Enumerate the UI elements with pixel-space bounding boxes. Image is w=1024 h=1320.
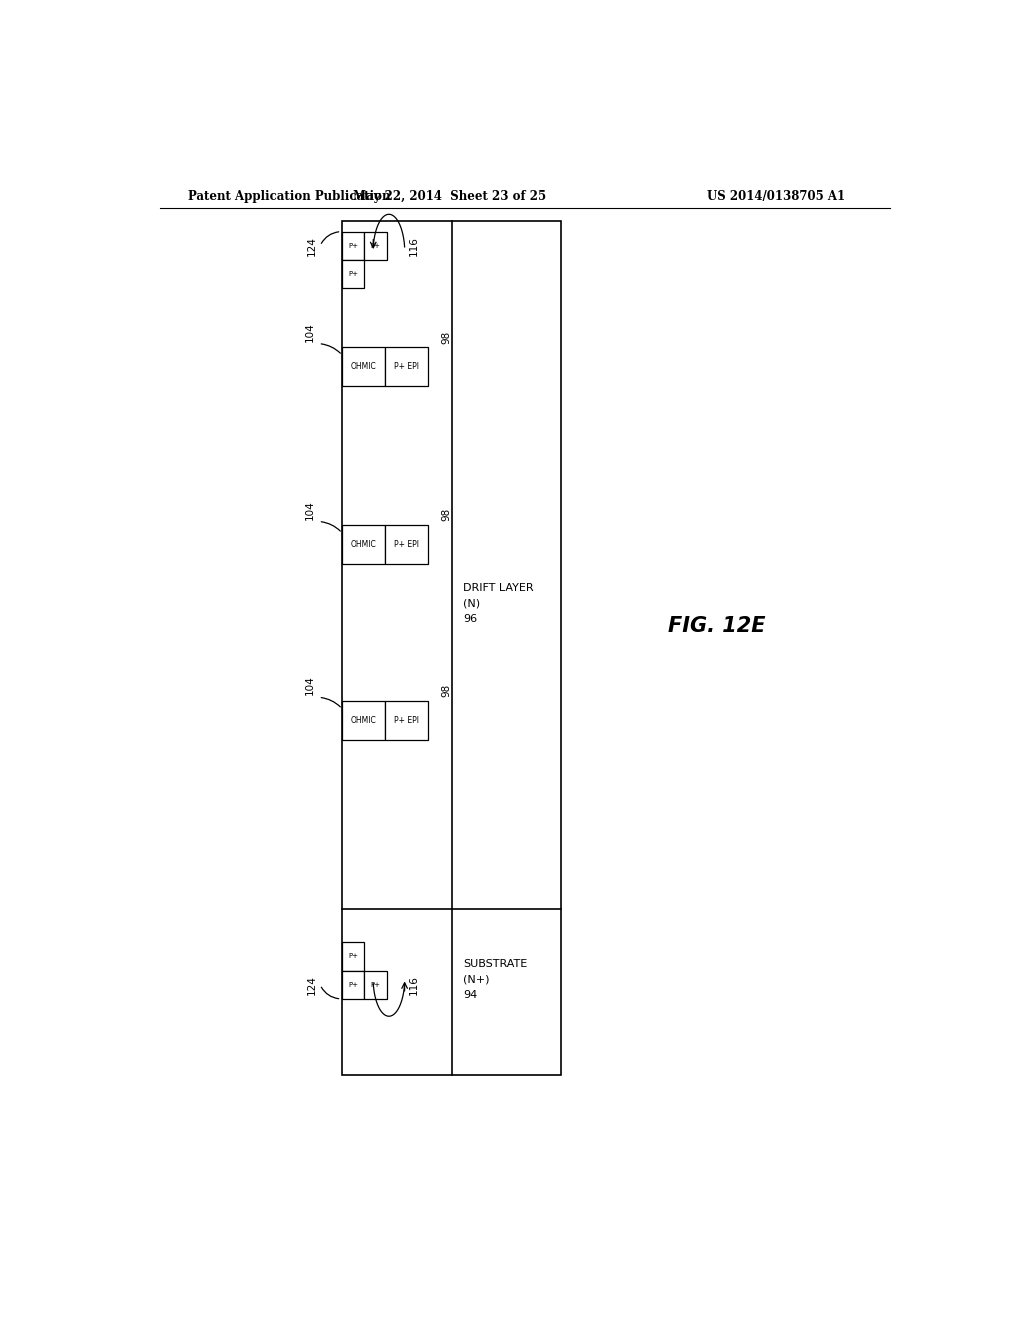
Bar xyxy=(342,231,365,260)
Text: P+ EPI: P+ EPI xyxy=(394,715,419,725)
Bar xyxy=(342,260,365,289)
Text: Patent Application Publication: Patent Application Publication xyxy=(187,190,390,202)
Text: P+: P+ xyxy=(348,272,358,277)
Text: (N+): (N+) xyxy=(463,974,489,985)
Bar xyxy=(342,222,560,1076)
Text: US 2014/0138705 A1: US 2014/0138705 A1 xyxy=(708,190,846,202)
Bar xyxy=(342,701,385,739)
Bar xyxy=(342,347,385,385)
Text: OHMIC: OHMIC xyxy=(351,715,377,725)
Text: 98: 98 xyxy=(441,508,452,521)
Bar xyxy=(385,701,428,739)
Text: (N): (N) xyxy=(463,598,480,609)
Text: P+ EPI: P+ EPI xyxy=(394,362,419,371)
Text: 98: 98 xyxy=(441,684,452,697)
Text: 96: 96 xyxy=(463,614,477,624)
Text: 104: 104 xyxy=(305,322,315,342)
Text: 116: 116 xyxy=(409,974,419,995)
Bar xyxy=(342,942,365,970)
Text: OHMIC: OHMIC xyxy=(351,362,377,371)
Text: OHMIC: OHMIC xyxy=(351,540,377,549)
Text: P+: P+ xyxy=(348,953,358,960)
Text: P+: P+ xyxy=(371,243,381,248)
Text: P+: P+ xyxy=(348,982,358,987)
Text: SUBSTRATE: SUBSTRATE xyxy=(463,960,527,969)
Text: 98: 98 xyxy=(441,330,452,343)
Text: 104: 104 xyxy=(305,676,315,696)
Bar xyxy=(342,525,385,564)
Bar xyxy=(365,231,387,260)
Bar xyxy=(342,970,365,999)
Text: P+: P+ xyxy=(371,982,381,987)
Text: 104: 104 xyxy=(305,500,315,520)
Text: DRIFT LAYER: DRIFT LAYER xyxy=(463,583,534,593)
Bar xyxy=(385,347,428,385)
Text: P+ EPI: P+ EPI xyxy=(394,540,419,549)
Text: FIG. 12E: FIG. 12E xyxy=(668,616,765,636)
Text: 124: 124 xyxy=(307,974,316,995)
Text: 94: 94 xyxy=(463,990,477,999)
Text: May 22, 2014  Sheet 23 of 25: May 22, 2014 Sheet 23 of 25 xyxy=(353,190,546,202)
Text: 124: 124 xyxy=(307,236,316,256)
Bar xyxy=(365,970,387,999)
Text: P+: P+ xyxy=(348,243,358,248)
Bar xyxy=(385,525,428,564)
Text: 116: 116 xyxy=(409,236,419,256)
